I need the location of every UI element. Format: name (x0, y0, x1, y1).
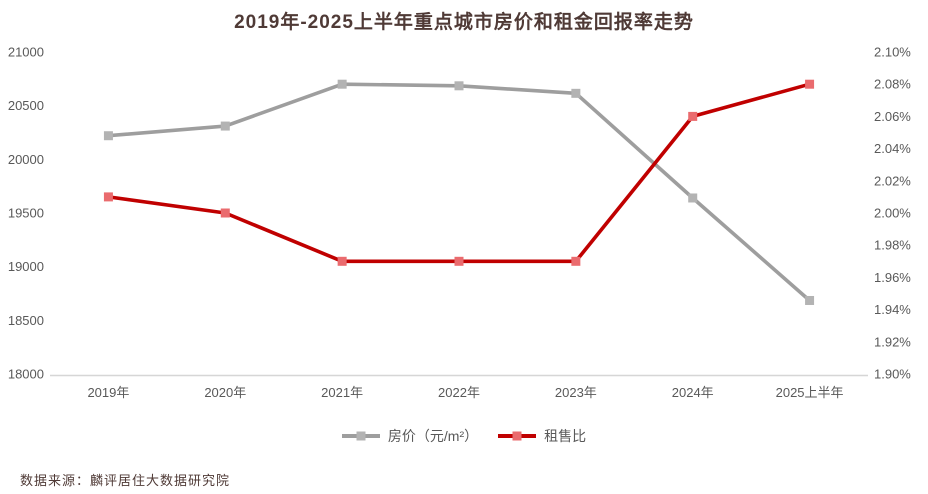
legend-label-ratio: 租售比 (544, 428, 587, 444)
svg-text:1.92%: 1.92% (874, 334, 911, 349)
ratio-series-marker-icon (512, 431, 522, 441)
data-source-note: 数据来源：麟评居住大数据研究院 (20, 473, 231, 488)
chart-legend: 房价（元/m²） 租售比 (0, 426, 928, 446)
svg-text:2.00%: 2.00% (874, 206, 911, 221)
svg-text:20000: 20000 (8, 152, 44, 167)
svg-text:20500: 20500 (8, 98, 44, 113)
legend-item-ratio: 租售比 (498, 426, 586, 446)
svg-text:1.90%: 1.90% (874, 367, 911, 382)
legend-label-price: 房价（元/m²） (387, 428, 479, 444)
chart-title: 2019年-2025上半年重点城市房价和租金回报率走势 (234, 12, 694, 33)
svg-text:18500: 18500 (8, 313, 44, 328)
svg-text:2.02%: 2.02% (874, 173, 911, 188)
svg-text:2.04%: 2.04% (874, 141, 911, 156)
svg-text:1.94%: 1.94% (874, 302, 911, 317)
svg-text:2021年: 2021年 (321, 385, 363, 400)
svg-text:2022年: 2022年 (438, 385, 480, 400)
svg-text:2.06%: 2.06% (874, 109, 911, 124)
svg-text:1.98%: 1.98% (874, 238, 911, 253)
legend-item-price: 房价（元/m²） (341, 426, 479, 446)
svg-text:19500: 19500 (8, 206, 44, 221)
svg-text:1.96%: 1.96% (874, 270, 911, 285)
svg-text:2025上半年: 2025上半年 (776, 385, 844, 400)
svg-text:19000: 19000 (8, 259, 44, 274)
price-series-marker-icon (356, 431, 366, 441)
svg-text:2024年: 2024年 (672, 385, 714, 400)
svg-text:2023年: 2023年 (555, 385, 597, 400)
svg-text:21000: 21000 (8, 45, 44, 60)
svg-text:2020年: 2020年 (204, 385, 246, 400)
svg-text:2.08%: 2.08% (874, 77, 911, 92)
svg-text:18000: 18000 (8, 367, 44, 382)
svg-text:2.10%: 2.10% (874, 45, 911, 60)
ratio-series-swatch-icon (498, 431, 537, 441)
svg-text:2019年: 2019年 (87, 385, 129, 400)
price-series-swatch-icon (341, 431, 380, 441)
